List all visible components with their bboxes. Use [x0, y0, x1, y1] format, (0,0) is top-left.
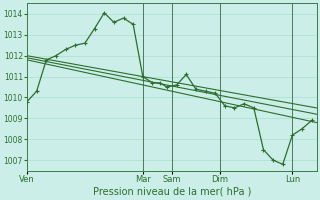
X-axis label: Pression niveau de la mer( hPa ): Pression niveau de la mer( hPa ): [92, 187, 251, 197]
